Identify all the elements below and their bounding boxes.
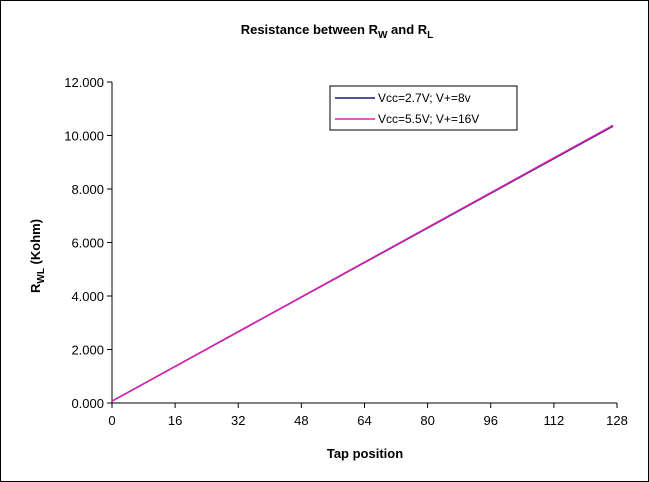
y-axis-title: RWL (Kohm): [28, 219, 47, 293]
x-tick-label: 32: [231, 413, 245, 428]
series-group: [111, 124, 614, 402]
x-tick-label: 48: [294, 413, 308, 428]
plot-area: 0 16 32 48 64 80 96 112 128 0.000 2.000 4.000 6.000…: [64, 75, 628, 428]
legend-label-1: Vcc=2.7V; V+=8v: [378, 91, 471, 105]
x-tick-label: 0: [108, 413, 115, 428]
x-tick-label: 112: [544, 413, 565, 428]
x-tick-label: 80: [420, 413, 434, 428]
y-ticks: 0.000 2.000 4.000 6.000 8.000 10.000 12.000: [64, 75, 112, 411]
legend: Vcc=2.7V; V+=8v Vcc=5.5V; V+=16V: [329, 85, 518, 131]
x-ticks: 0 16 32 48 64 80 96 112 128: [108, 403, 628, 428]
legend-label-2: Vcc=5.5V; V+=16V: [378, 112, 479, 126]
y-tick-label: 6.000: [71, 236, 104, 251]
y-tick-label: 2.000: [71, 343, 104, 358]
x-tick-label: 96: [484, 413, 498, 428]
x-axis-title: Tap position: [327, 446, 403, 461]
y-tick-label: 10.000: [64, 129, 104, 144]
series-line-2: [111, 124, 614, 402]
legend-box: [329, 85, 518, 131]
x-tick-label: 128: [606, 413, 628, 428]
y-tick-label: 8.000: [71, 182, 104, 197]
x-tick-label: 64: [357, 413, 371, 428]
y-tick-label: 0.000: [71, 396, 104, 411]
y-tick-label: 12.000: [64, 75, 104, 90]
x-tick-label: 16: [168, 413, 182, 428]
y-tick-label: 4.000: [71, 289, 104, 304]
chart-title: Resistance between RW and RL: [241, 22, 434, 41]
legend-entries: Vcc=2.7V; V+=8v Vcc=5.5V; V+=16V: [335, 91, 479, 126]
